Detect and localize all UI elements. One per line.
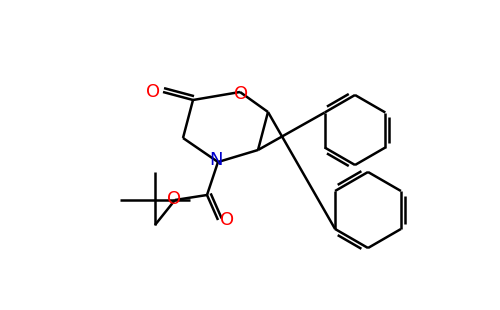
- Text: N: N: [209, 151, 223, 169]
- Text: O: O: [146, 83, 160, 101]
- Text: O: O: [167, 190, 181, 208]
- Text: O: O: [220, 211, 234, 229]
- Text: O: O: [234, 85, 248, 103]
